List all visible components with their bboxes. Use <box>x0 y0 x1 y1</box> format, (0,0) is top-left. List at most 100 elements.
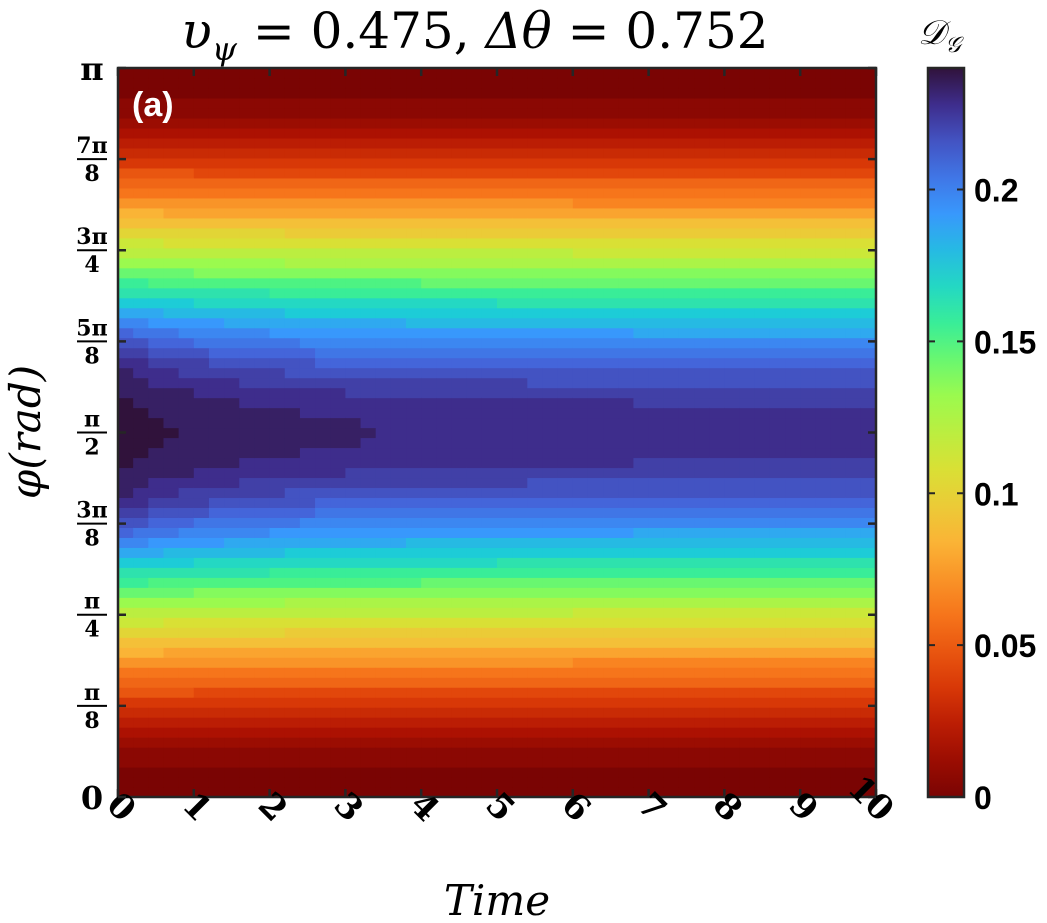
heatmap-cell <box>800 157 816 169</box>
heatmap-cell <box>724 447 741 459</box>
heatmap-cell <box>815 317 832 329</box>
heatmap-cell <box>208 607 225 618</box>
heatmap-cell <box>572 537 589 548</box>
heatmap-cell <box>769 207 786 219</box>
heatmap-cell <box>678 637 695 648</box>
heatmap-cell <box>481 157 498 169</box>
heatmap-cell <box>118 357 134 369</box>
heatmap-cell <box>603 497 619 508</box>
heatmap-cell <box>178 107 195 119</box>
heatmap-cell <box>330 567 346 578</box>
heatmap-cell <box>860 157 876 169</box>
heatmap-cell <box>406 557 422 568</box>
heatmap-cell <box>800 317 816 329</box>
heatmap-cell <box>800 217 816 229</box>
heatmap-cell <box>512 637 528 648</box>
heatmap-cell <box>269 227 286 239</box>
heatmap-cell <box>678 687 695 698</box>
heatmap-cell <box>633 617 650 628</box>
heatmap-cell <box>512 237 528 249</box>
heatmap-cell <box>421 467 437 479</box>
heatmap-cell <box>390 667 407 678</box>
heatmap-cell <box>587 97 604 109</box>
heatmap-cell <box>709 597 725 608</box>
heatmap-cell <box>284 427 301 439</box>
heatmap-cell <box>436 667 453 678</box>
heatmap-cell <box>421 707 437 718</box>
heatmap-cell <box>360 87 377 99</box>
heatmap-cell <box>133 387 149 399</box>
heatmap-cell <box>709 747 725 758</box>
heatmap-cell <box>375 427 392 439</box>
heatmap-cell <box>269 97 286 109</box>
heatmap-cell <box>436 647 453 658</box>
heatmap-cell <box>224 407 240 419</box>
heatmap-cell <box>163 217 180 229</box>
heatmap-cell <box>390 237 407 249</box>
heatmap-cell <box>527 467 544 479</box>
heatmap-cell <box>254 127 271 139</box>
heatmap-cell <box>830 97 847 109</box>
heatmap-cell <box>587 537 604 548</box>
heatmap-cell <box>815 287 832 299</box>
heatmap-cell <box>830 787 847 797</box>
heatmap-cell <box>284 337 301 349</box>
heatmap-cell <box>315 547 331 558</box>
heatmap-cell <box>284 577 301 588</box>
heatmap-cell <box>830 397 847 409</box>
heatmap-cell <box>390 347 407 359</box>
heatmap-cell <box>224 187 240 199</box>
heatmap-cell <box>815 227 832 239</box>
heatmap-cell <box>163 407 180 419</box>
heatmap-cell <box>785 97 801 109</box>
heatmap-cell <box>785 527 801 538</box>
heatmap-cell <box>845 397 862 409</box>
heatmap-cell <box>527 197 544 209</box>
heatmap-cell <box>406 327 422 339</box>
heatmap-cell <box>860 197 876 209</box>
heatmap-cell <box>618 497 635 508</box>
heatmap-cell <box>633 297 650 309</box>
heatmap-cell <box>618 477 635 489</box>
heatmap-cell <box>436 577 453 588</box>
heatmap-cell <box>678 627 695 638</box>
heatmap-cell <box>239 337 256 349</box>
heatmap-cell <box>299 177 316 189</box>
heatmap-cell <box>709 757 725 768</box>
heatmap-cell <box>800 677 816 688</box>
heatmap-cell <box>269 147 286 159</box>
heatmap-cell <box>572 677 589 688</box>
heatmap-cell <box>587 567 604 578</box>
heatmap-cell <box>603 727 619 738</box>
heatmap-cell <box>224 167 240 179</box>
heatmap-cell <box>406 68 422 79</box>
heatmap-cell <box>860 187 876 199</box>
heatmap-cell <box>739 777 756 788</box>
heatmap-cell <box>633 187 650 199</box>
heatmap-cell <box>148 417 165 429</box>
heatmap-cell <box>481 457 498 469</box>
heatmap-cell <box>512 767 528 778</box>
heatmap-cell <box>785 107 801 119</box>
heatmap-cell <box>845 527 862 538</box>
heatmap-cell <box>800 367 816 379</box>
heatmap-cell <box>133 457 149 469</box>
heatmap-cell <box>497 787 513 797</box>
heatmap-cell <box>724 277 741 289</box>
heatmap-cell <box>254 97 271 109</box>
heatmap-cell <box>163 497 180 508</box>
heatmap-cell <box>724 437 741 449</box>
heatmap-cell <box>375 727 392 738</box>
heatmap-cell <box>694 407 710 419</box>
heatmap-cell <box>299 547 316 558</box>
heatmap-cell <box>572 727 589 738</box>
heatmap-cell <box>830 607 847 618</box>
heatmap-cell <box>542 487 559 499</box>
heatmap-cell <box>360 657 377 668</box>
heatmap-cell <box>663 537 680 548</box>
heatmap-cell <box>542 107 559 119</box>
heatmap-cell <box>451 657 468 668</box>
heatmap-cell <box>845 767 862 778</box>
heatmap-cell <box>633 247 650 259</box>
heatmap-cell <box>527 697 544 708</box>
